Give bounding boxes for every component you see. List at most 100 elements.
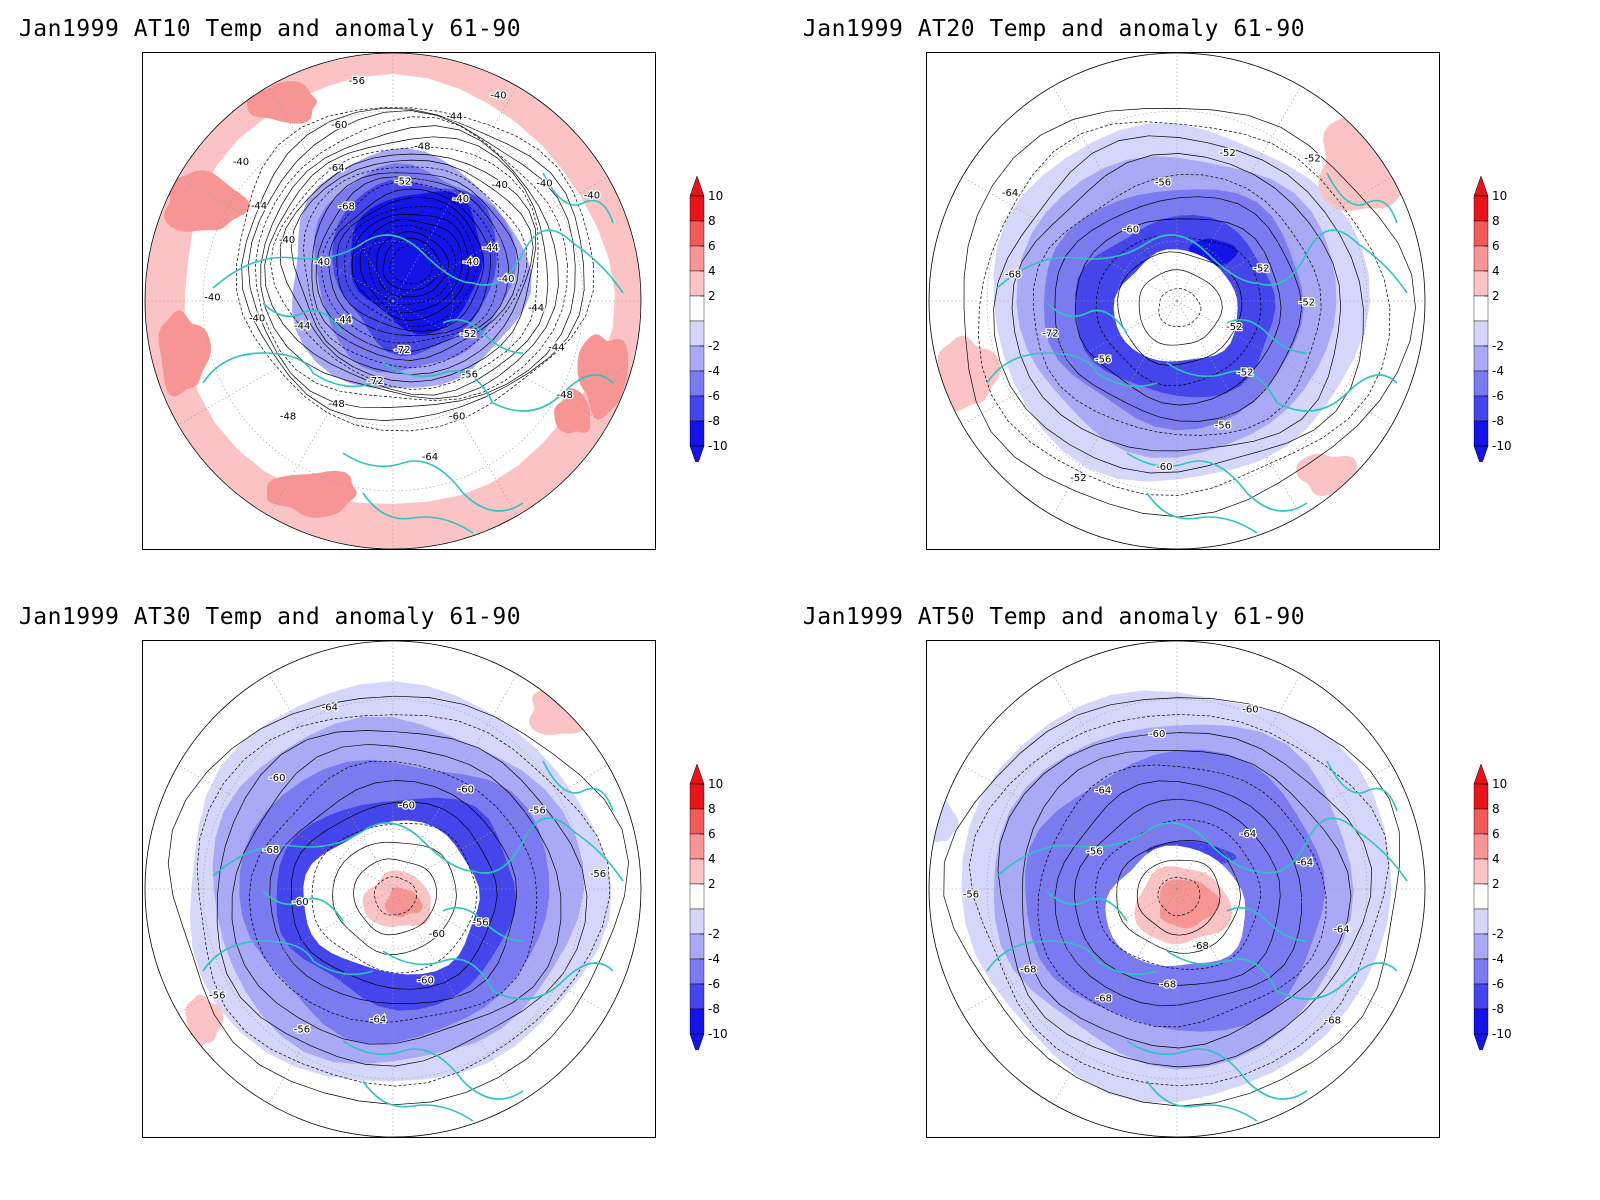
colorbar-swatch <box>689 883 705 910</box>
temperature-contour <box>279 153 537 383</box>
contour-label: -60 <box>1123 224 1139 235</box>
contour-labels: -40-40-44-44-48-52-56-60-64-72-72-48-48-… <box>203 75 601 464</box>
contour-label: -56 <box>963 890 979 901</box>
colorbar-arrow-top <box>689 175 705 197</box>
colorbar-swatch <box>689 1008 705 1035</box>
contour-label: -52 <box>1304 154 1320 165</box>
anomaly-region <box>158 310 211 397</box>
colorbar-arrow-bottom <box>689 1033 705 1050</box>
colorbar-swatch <box>689 983 705 1010</box>
coastline <box>442 906 524 942</box>
coastline <box>986 940 1158 976</box>
anomaly-region <box>384 887 423 918</box>
anomaly-region <box>266 470 357 518</box>
coastline <box>996 817 1408 882</box>
temperature-contour <box>978 121 1391 496</box>
map-panel-at20: Jan1999 AT20 Temp and anomaly 61-90 -52-… <box>784 0 1564 600</box>
colorbar-swatch <box>1473 270 1489 297</box>
colorbar-swatch <box>689 345 705 372</box>
colorbar-swatch <box>1473 345 1489 372</box>
coastline <box>382 950 614 1000</box>
colorbar-swatch <box>1473 195 1489 222</box>
contour-label: -64 <box>322 702 338 713</box>
coastline <box>342 1040 524 1100</box>
temperature-contour <box>368 224 457 306</box>
panel-title: Jan1999 AT10 Temp and anomaly 61-90 <box>18 16 522 42</box>
longitude-line <box>392 300 518 516</box>
colorbar-swatch <box>689 395 705 422</box>
anomaly-layer <box>929 690 1408 1122</box>
coastline <box>382 362 614 412</box>
colorbar-swatch <box>1473 808 1489 835</box>
colorbar-tick-label: -4 <box>708 364 720 378</box>
colorbar-tick-label: -6 <box>1492 389 1504 403</box>
contour-label: -68 <box>1325 1015 1341 1026</box>
temperature-contour <box>1033 174 1322 436</box>
longitude-line <box>962 764 1178 890</box>
temperature-contour <box>321 181 499 344</box>
anomaly-layer <box>145 53 641 549</box>
longitude-line <box>1176 764 1392 890</box>
contour-labels: -52 -52 -56 -60 -52 -56 -72 -68 -64 -60 -56 -52 -52 -… <box>1001 147 1322 485</box>
contour-label: -40 <box>536 179 552 190</box>
colorbar-tick-label: -6 <box>1492 977 1504 991</box>
temperature-contour <box>270 146 539 390</box>
colorbar-tick-label: -10 <box>708 1027 728 1041</box>
map-panel-at10: Jan1999 AT10 Temp and anomaly 61-90 -40 -… <box>0 0 780 600</box>
contour-label: -44 <box>294 321 310 332</box>
temperature-contours <box>963 108 1416 518</box>
contour-label: -68 <box>1020 965 1036 976</box>
colorbar-svg: 10 8 6 4 2 -2 -4 -6 -8 -10 <box>689 175 728 462</box>
contour-label: -44 <box>482 243 498 254</box>
anomaly-region <box>246 81 317 124</box>
contour-label: -56 <box>1086 847 1102 858</box>
colorbar-tick-label: -8 <box>708 1002 720 1016</box>
lat-lon-grid <box>929 53 1425 549</box>
contour-label: -52 <box>1226 322 1242 333</box>
contour-label: -60 <box>429 929 445 940</box>
anomaly-region <box>1296 453 1357 497</box>
longitude-line <box>392 764 608 890</box>
longitude-line <box>178 888 394 1014</box>
contour-label: -40 <box>314 257 330 268</box>
contour-label: -40 <box>498 274 514 285</box>
temperature-contour <box>336 197 485 332</box>
map-panel-at50: Jan1999 AT50 Temp and anomaly 61-90 -68-… <box>784 588 1564 1188</box>
longitude-line <box>1052 300 1178 516</box>
polar-map: -40 -40 -44 -44 -48 -52 -56 -60 -64 -72 -72 -48 -48-… <box>142 52 656 550</box>
colorbar-tick-label: 4 <box>1492 852 1500 866</box>
polar-map: -60 -60 -64 -56 -56 -60 -68 -60 -64 -60 -60 -56 -56 -… <box>142 640 656 1138</box>
temperature-contour <box>963 108 1416 518</box>
coastline <box>1046 890 1128 922</box>
contour-label: -44 <box>528 303 544 314</box>
coastline <box>986 352 1158 388</box>
colorbar-arrow-top <box>1473 763 1489 785</box>
colorbar-tick-label: 4 <box>1492 264 1500 278</box>
temperature-contour <box>1054 196 1303 422</box>
colorbar-tick-label: -2 <box>708 927 720 941</box>
longitude-line <box>1176 300 1392 426</box>
temperature-contour <box>993 135 1364 474</box>
colorbar: 10 8 6 4 2 -2 -4 -6 -8 -10 <box>1470 760 1550 1050</box>
colorbar-tick-label: 6 <box>708 827 716 841</box>
anomaly-region <box>185 994 224 1049</box>
longitude-line <box>1176 176 1392 302</box>
contour-label: -60 <box>1149 729 1165 740</box>
colorbar-swatch <box>1473 883 1489 910</box>
contour-label: -40 <box>453 194 469 205</box>
colorbar-arrow-bottom <box>689 445 705 462</box>
longitude-line <box>268 300 394 516</box>
contour-label: -40 <box>584 190 600 201</box>
colorbar-swatch <box>689 420 705 447</box>
temperature-contour <box>1095 235 1262 386</box>
lat-lon-grid <box>929 641 1425 1137</box>
temperature-contour <box>997 732 1372 1068</box>
colorbar-tick-label: 10 <box>1492 777 1507 791</box>
temperature-contour <box>968 714 1390 1087</box>
contour-label: -68 <box>263 845 279 856</box>
colorbar-swatch <box>689 270 705 297</box>
colorbar-svg: 10 8 6 4 2 -2 -4 -6 -8 -10 <box>1473 763 1512 1050</box>
temperature-contour <box>1158 288 1202 327</box>
temperature-contour <box>311 172 520 361</box>
temperature-contours <box>943 697 1401 1107</box>
